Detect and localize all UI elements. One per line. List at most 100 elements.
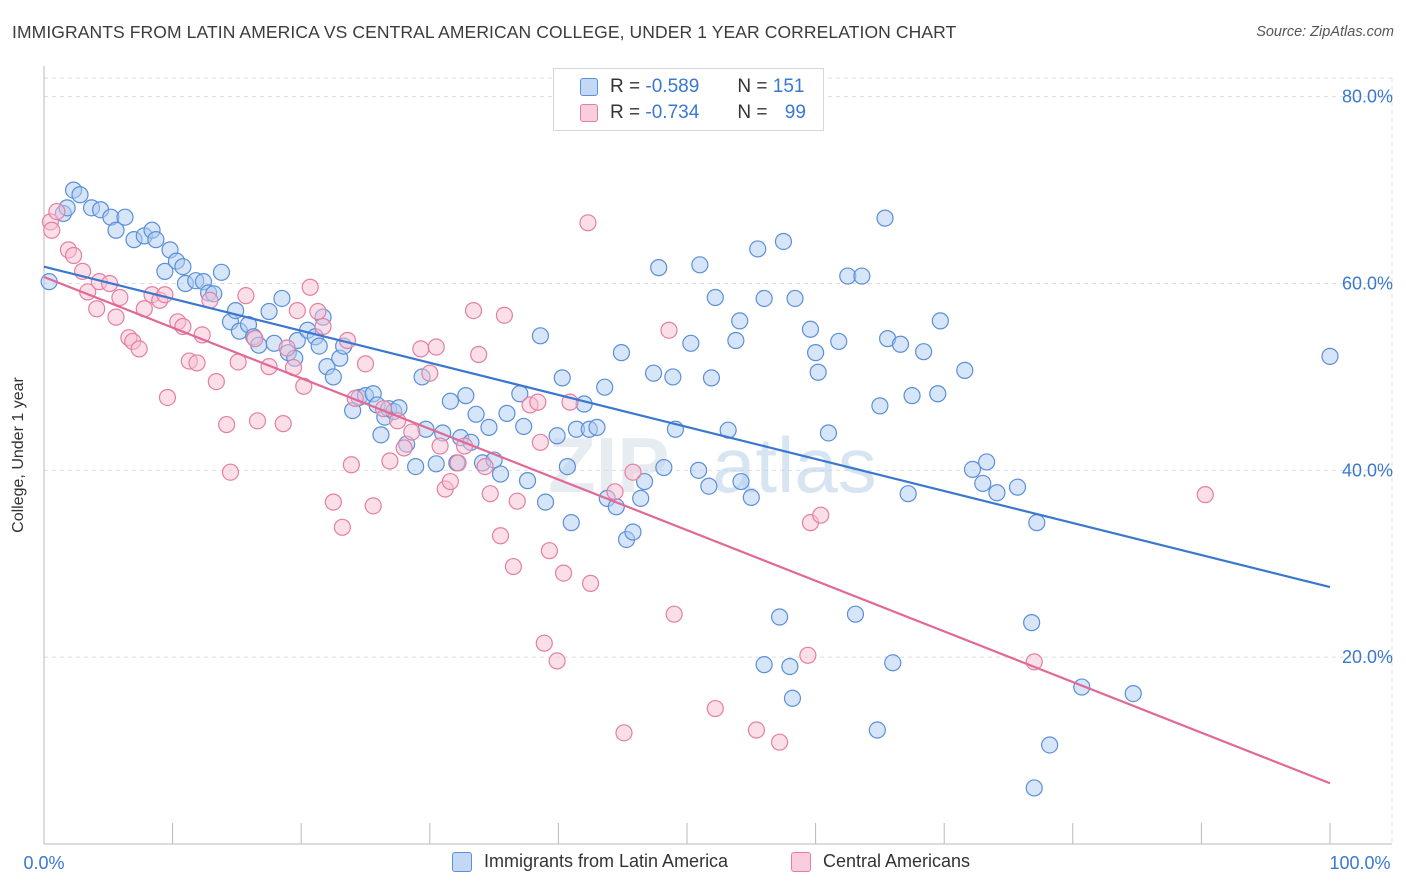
data-point <box>691 256 709 274</box>
data-point <box>309 302 327 321</box>
r-value: -0.734 <box>645 102 700 123</box>
data-point <box>246 330 264 348</box>
trend-line-latin-america <box>43 265 1331 589</box>
data-point <box>464 302 483 320</box>
data-point <box>742 488 760 507</box>
stats-legend: R = -0.589 N = 151 R = -0.734 N = 99 <box>553 68 824 131</box>
data-point <box>441 472 459 491</box>
data-point <box>548 652 566 670</box>
data-point <box>988 484 1006 502</box>
data-point <box>553 369 571 387</box>
stats-legend-row-blue: R = -0.589 N = 151 <box>580 75 804 99</box>
data-point <box>749 240 767 258</box>
data-point <box>508 492 526 510</box>
data-point <box>518 472 537 490</box>
data-point <box>660 321 678 339</box>
data-point <box>188 354 206 372</box>
data-point <box>540 542 558 560</box>
data-point <box>548 427 566 445</box>
data-point <box>731 312 749 330</box>
data-point <box>237 287 255 305</box>
data-point <box>801 320 820 338</box>
data-point <box>427 338 445 356</box>
data-point <box>1028 514 1046 532</box>
y-tick-label: 80.0% <box>1342 87 1393 107</box>
series-central-americans-points <box>41 202 1214 751</box>
watermark-atlas: atlas <box>712 421 877 509</box>
data-point <box>107 308 125 326</box>
data-point <box>531 327 549 345</box>
blue-legend-swatch <box>452 851 472 872</box>
trend-line-central-americans <box>43 275 1331 785</box>
data-point <box>915 343 933 361</box>
data-point <box>903 387 921 405</box>
data-point <box>356 355 375 373</box>
y-tick-label: 40.0% <box>1342 460 1393 480</box>
legend-label: Central Americans <box>823 851 971 871</box>
data-point <box>868 721 886 739</box>
data-point <box>612 344 631 362</box>
data-point <box>588 418 606 436</box>
data-point <box>193 326 211 344</box>
data-point <box>504 557 522 576</box>
data-point <box>441 392 459 410</box>
data-point <box>491 527 510 545</box>
source-label: Source: ZipAtlas.com <box>1256 24 1394 40</box>
data-point <box>596 378 614 396</box>
data-point <box>682 334 700 352</box>
data-point <box>260 302 278 321</box>
data-point <box>342 456 360 474</box>
axes <box>43 66 1392 845</box>
data-point <box>212 263 231 281</box>
data-point <box>403 423 421 441</box>
legend-item-latin-america[interactable]: Immigrants from Latin America <box>452 851 728 872</box>
data-point <box>480 418 498 436</box>
data-point <box>278 339 296 357</box>
data-point <box>364 497 382 515</box>
data-point <box>799 646 817 664</box>
data-point <box>884 654 902 672</box>
legend-label: Immigrants from Latin America <box>484 851 729 871</box>
data-point <box>806 344 825 362</box>
data-point <box>107 221 125 239</box>
data-point <box>956 361 974 379</box>
data-point <box>706 288 724 307</box>
data-point <box>491 465 510 483</box>
trend-lines <box>43 265 1331 785</box>
n-value: 151 <box>772 76 805 97</box>
data-point <box>606 483 624 501</box>
data-point <box>664 368 682 386</box>
data-point <box>632 489 650 507</box>
data-point <box>727 331 745 350</box>
data-point <box>116 208 134 226</box>
y-tick-label: 60.0% <box>1342 274 1393 294</box>
data-point <box>273 289 291 308</box>
chart-title: IMMIGRANTS FROM LATIN AMERICA VS CENTRAL… <box>12 22 957 42</box>
data-point <box>481 485 499 503</box>
data-point <box>830 332 848 351</box>
data-point <box>755 289 773 308</box>
data-point <box>535 634 553 652</box>
data-point <box>207 372 225 391</box>
data-point <box>495 306 513 324</box>
data-point <box>929 385 947 403</box>
series-latin-america-points <box>40 181 1339 797</box>
r-label: R = <box>610 102 641 123</box>
data-point <box>579 214 597 232</box>
data-point <box>427 455 445 473</box>
stats-legend-row-pink: R = -0.734 N = 99 <box>580 101 806 125</box>
data-point <box>1124 685 1142 703</box>
data-point <box>974 474 992 493</box>
data-point <box>891 335 910 353</box>
data-point <box>770 608 789 626</box>
data-point <box>470 345 488 364</box>
data-point <box>624 463 642 481</box>
data-point <box>529 393 547 411</box>
data-point <box>876 209 894 227</box>
data-point <box>381 452 399 470</box>
legend-item-central-americans[interactable]: Central Americans <box>791 851 970 872</box>
n-label: N = <box>737 76 768 97</box>
data-point <box>1025 779 1043 797</box>
data-point <box>783 689 802 707</box>
data-point <box>174 258 192 276</box>
